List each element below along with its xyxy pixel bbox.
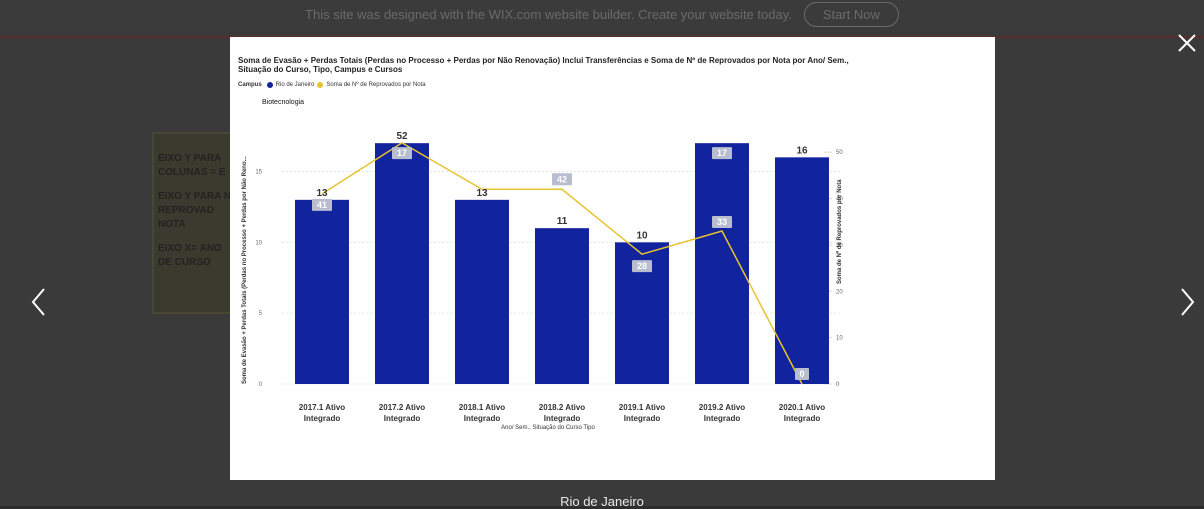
wix-banner-strip [0, 0, 1204, 28]
legend-swatch-line [317, 82, 324, 88]
extra-data-label: 17 [717, 148, 727, 158]
x-tick-label-line2: Integrado [704, 414, 741, 423]
line-data-label-box [712, 216, 732, 228]
bar-data-label: 13 [476, 188, 488, 199]
line-data-label: 0 [799, 369, 804, 379]
x-tick-label-line2: Integrado [304, 414, 341, 423]
bar [695, 143, 749, 384]
x-tick-label: 2018.2 Ativo [539, 403, 586, 412]
line-series [321, 142, 803, 385]
y-tick-label: 15 [255, 170, 262, 176]
bar [535, 228, 589, 384]
extra-data-label-box [712, 147, 732, 160]
line-data-label-box [795, 368, 809, 380]
x-tick-label-line2: Integrado [624, 414, 661, 423]
line-data-label-box [392, 147, 412, 160]
y2-tick-label: 30 [836, 243, 843, 249]
x-tick-label: 2017.1 Ativo [299, 403, 346, 412]
x-tick-label: 2019.1 Ativo [619, 403, 666, 412]
bar [375, 143, 429, 384]
wix-banner: This site was designed with the WIX.com … [0, 0, 1204, 28]
bar-data-label: 52 [396, 131, 408, 142]
bar [775, 157, 829, 384]
note-line: EIXO Y PARA COLUNAS = E [158, 153, 226, 178]
y2-tick-label: 20 [836, 289, 843, 295]
line-data-label-box [632, 260, 652, 273]
chart-title: Soma de Evasão + Perdas Totais (Perdas n… [238, 56, 849, 74]
chevron-right-icon[interactable] [1176, 286, 1198, 318]
x-tick-label: 2018.1 Ativo [459, 403, 506, 412]
y2-tick-label: 50 [836, 150, 843, 156]
note-line: EIXO X= ANO DE CURSO [158, 243, 222, 268]
x-tick-label-line2: Integrado [384, 414, 421, 423]
line-data-label: 17 [397, 148, 407, 158]
line-data-label: 28 [637, 261, 647, 271]
lightbox-caption: Rio de Janeiro [560, 494, 644, 509]
chart-panel-label: Biotecnologia [262, 99, 305, 106]
bar-data-label: 13 [316, 188, 328, 199]
x-tick-label: 2020.1 Ativo [779, 403, 826, 412]
y-axis-title: Soma de Evasão + Perdas Totais (Perdas n… [242, 156, 248, 384]
x-tick-label-line2: Integrado [544, 414, 581, 423]
bar [455, 199, 509, 384]
x-tick-label: 2017.2 Ativo [379, 403, 426, 412]
y-tick-label: 5 [259, 311, 263, 317]
y2-axis-title: Soma de Nº de Reprovados por Nota [837, 179, 843, 284]
chart-legend: Campus Rio de Janeiro Soma de Nº de Repr… [238, 82, 426, 88]
bar-data-label: 11 [557, 216, 568, 227]
y-tick-label: 10 [255, 240, 262, 246]
legend-item-bar: Rio de Janeiro [275, 82, 315, 88]
combo-chart: 0 5 10 15 0 10 20 30 40 50 Soma de Evasão + Perdas… [242, 131, 843, 431]
y2-tick-label: 40 [836, 197, 843, 203]
x-tick-label-line2: Integrado [784, 414, 821, 423]
chevron-left-icon[interactable] [28, 286, 50, 318]
line-data-label-box [312, 198, 332, 211]
legend-item-line: Soma de Nº de Reprovados por Nota [326, 82, 426, 88]
y2-tick-label: 10 [836, 336, 843, 342]
start-now-button[interactable]: Start Now [803, 1, 899, 27]
wix-banner-text: This site was designed with the WIX.com … [305, 6, 792, 22]
bar-data-label: 16 [796, 145, 808, 156]
close-icon[interactable] [1176, 32, 1198, 54]
line-data-label: 41 [317, 200, 327, 210]
background-note-text: EIXO Y PARA COLUNAS = E EIXO Y PARA Nº R… [158, 152, 236, 280]
y-tick-label: 0 [259, 382, 263, 388]
bar [295, 199, 349, 384]
line-data-label: 33 [717, 217, 727, 227]
x-tick-label: 2019.2 Ativo [699, 403, 746, 412]
x-tick-label-line2: Integrado [464, 414, 501, 423]
lightbox-image: Soma de Evasão + Perdas Totais (Perdas n… [230, 37, 995, 480]
note-line: EIXO Y PARA Nº REPROVAD NOTA [158, 191, 235, 230]
line-data-label: 42 [557, 174, 567, 184]
legend-heading: Campus [238, 82, 262, 88]
bar-data-label: 10 [636, 230, 648, 241]
legend-swatch-bar [266, 82, 273, 88]
y2-tick-label: 0 [836, 382, 840, 388]
line-data-label-box [552, 173, 572, 186]
x-axis-title: Ano/ Sem., Situação do Curso Tipo [501, 425, 595, 431]
